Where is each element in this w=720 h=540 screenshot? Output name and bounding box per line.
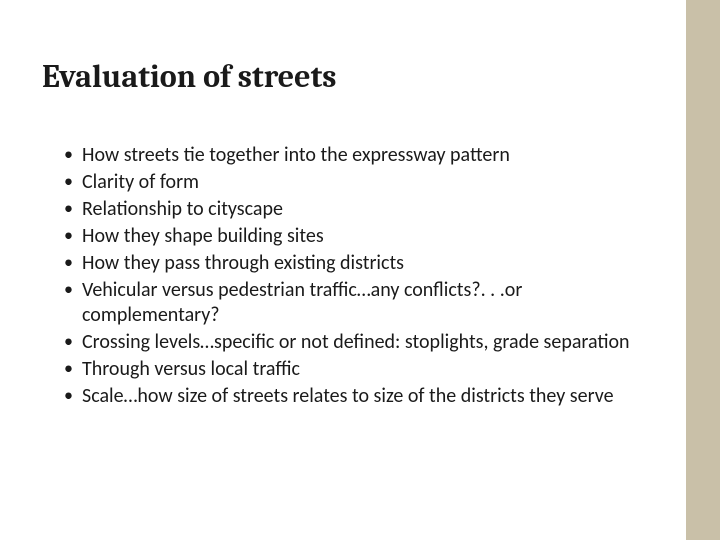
- list-item: How they shape building sites: [64, 224, 644, 249]
- list-item: Scale…how size of streets relates to siz…: [64, 384, 644, 409]
- list-item: Relationship to cityscape: [64, 197, 644, 222]
- list-item: Vehicular versus pedestrian traffic…any …: [64, 278, 644, 328]
- list-item: How they pass through existing districts: [64, 251, 644, 276]
- list-item: Clarity of form: [64, 170, 644, 195]
- list-item: Through versus local traffic: [64, 357, 644, 382]
- bullet-list: How streets tie together into the expres…: [42, 143, 644, 409]
- slide-title: Evaluation of streets: [42, 58, 644, 95]
- slide: Evaluation of streets How streets tie to…: [0, 0, 686, 540]
- list-item: Crossing levels…specific or not defined:…: [64, 330, 644, 355]
- accent-bar: [686, 0, 720, 540]
- list-item: How streets tie together into the expres…: [64, 143, 644, 168]
